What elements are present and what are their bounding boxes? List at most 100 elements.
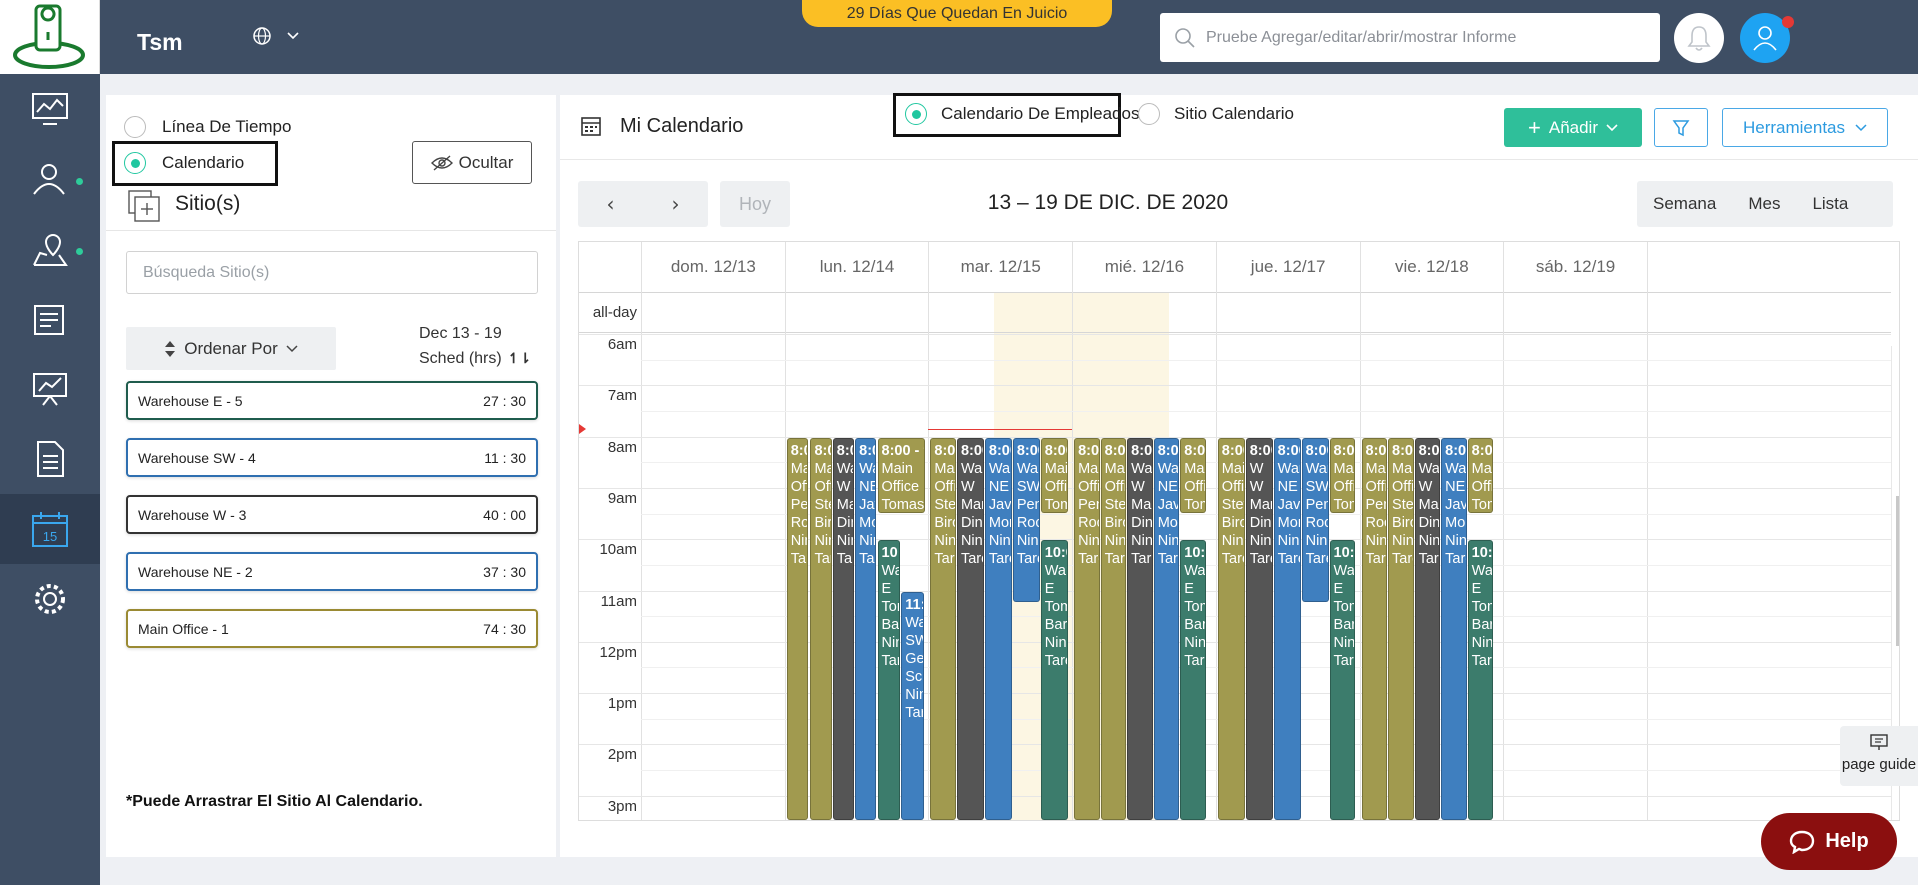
scroll-up-icon[interactable]: ⌃ <box>1897 348 1899 361</box>
view-list-button[interactable]: Lista <box>1796 181 1864 227</box>
event-text: Tom <box>881 599 900 616</box>
calendar-event[interactable]: 8:00WarNEJaviMorNinTare <box>855 437 877 820</box>
calendar-event[interactable]: 8:00MainOfficStevBiroNingTare <box>1100 437 1127 820</box>
calendar-event[interactable]: 8:00WarNEJaviMorNingTare <box>1273 437 1301 820</box>
calendar-event[interactable]: 8:00MainOfficStevBiroNingTare <box>1217 437 1245 820</box>
app-logo[interactable] <box>0 0 100 74</box>
global-search[interactable] <box>1160 13 1660 62</box>
site-card[interactable]: Warehouse W - 3 40 : 00 <box>126 495 538 534</box>
status-dot <box>76 248 83 255</box>
event-text: War <box>881 563 900 580</box>
calendar-event[interactable]: 8:00WarNEJaviMorNingTare <box>984 437 1012 820</box>
event-text: Mar <box>960 496 984 513</box>
filter-button[interactable] <box>1654 108 1708 147</box>
calendar-event[interactable]: 11:0WarSWGerSchNinTare <box>901 591 924 820</box>
calendar-event[interactable]: 8:00MainOfficTomToro <box>1180 437 1206 513</box>
sidebar-item-calendar[interactable]: 15 <box>0 494 100 564</box>
calendar-event[interactable]: 8:00WWMarDineNingTare <box>1245 437 1273 820</box>
calendar-event[interactable]: 10:0WarETomBareNingTare <box>1180 540 1206 820</box>
calendar-event[interactable]: 8:00WarNEJaviMoraNingTare <box>1441 437 1467 820</box>
timeline-radio[interactable] <box>124 116 146 138</box>
calendar-option[interactable]: Calendario <box>124 152 244 174</box>
trial-banner[interactable]: 29 Días Que Quedan En Juicio <box>802 0 1112 27</box>
calendar-event[interactable]: 10:0WarETomBareNingTare <box>1329 540 1356 820</box>
calendar-event[interactable]: 8:00MainOfficPenRocNingTare <box>1074 437 1100 820</box>
calendar-grid: dom. 12/13 lun. 12/14 mar. 12/15 mié. 12/16… <box>578 241 1900 821</box>
calendar-scrollbar[interactable]: ⌃ ⌄ <box>1891 346 1899 820</box>
day-header[interactable]: mar. 12/15 <box>928 242 1072 292</box>
day-header[interactable]: lun. 12/14 <box>784 242 929 292</box>
day-header[interactable]: jue. 12/17 <box>1215 242 1360 292</box>
site-name: Warehouse E - 5 <box>138 392 243 409</box>
sidebar-item-documents[interactable] <box>0 424 100 494</box>
sort-hours-icon[interactable]: ↿⇂ <box>507 350 532 366</box>
calendar-radio[interactable] <box>124 152 146 174</box>
site-calendar-radio[interactable] <box>1138 103 1160 125</box>
add-button[interactable]: + Añadir <box>1504 108 1642 147</box>
event-text: Offic <box>1184 478 1205 495</box>
page-guide-button[interactable]: page guide <box>1840 726 1918 786</box>
day-header[interactable]: mié. 12/16 <box>1072 242 1216 292</box>
event-time: 8:00 <box>1277 442 1300 459</box>
add-site-icon[interactable] <box>128 190 160 222</box>
employee-calendar-radio[interactable] <box>905 103 927 125</box>
sidebar-item-dashboard[interactable] <box>0 74 100 144</box>
notifications-button[interactable] <box>1674 13 1724 63</box>
sidebar-item-users[interactable] <box>0 144 100 214</box>
calendar-event[interactable]: 8:00MainOfficeStevBiroNinTare <box>810 437 832 820</box>
calendar-event[interactable]: 8:00WarWMarDinNinTare <box>832 437 855 820</box>
employee-calendar-option[interactable]: Calendario De Empleados <box>905 103 1139 125</box>
tools-button[interactable]: Herramientas <box>1722 108 1888 147</box>
calendar-event[interactable]: 10:0WarETomBarNinTare <box>877 540 901 820</box>
calendar-label: Calendario <box>162 153 245 172</box>
hide-button[interactable]: Ocultar <box>412 141 532 184</box>
calendar-event[interactable]: 8:00WarNEJaviMorNingTare <box>1153 437 1180 820</box>
sort-button[interactable]: Ordenar Por <box>126 327 336 370</box>
calendar-event[interactable]: 8:00MainOfficPenRocNingTare <box>1361 437 1388 820</box>
site-calendar-option[interactable]: Sitio Calendario <box>1138 103 1294 125</box>
calendar-event[interactable]: 8:00MainOfficStevBiroNingTare <box>1388 437 1414 820</box>
calendar-event[interactable]: 8:00MainOfficTomToro <box>1040 437 1068 513</box>
search-input[interactable] <box>1206 28 1646 47</box>
site-card[interactable]: Main Office - 1 74 : 30 <box>126 609 538 648</box>
event-text: Tare <box>1445 550 1466 567</box>
timeline-option[interactable]: Línea De Tiempo <box>124 116 291 138</box>
calendar-event[interactable]: 8:00MainOfficTomToro <box>1329 437 1356 513</box>
site-search-input[interactable] <box>126 251 538 294</box>
calendar-event[interactable]: 10:0WarETomBareNingTare <box>1040 540 1068 820</box>
day-header[interactable]: sáb. 12/19 <box>1503 242 1647 292</box>
calendar-event[interactable]: 8:00 - 9MainOfficeTomasToro <box>877 437 926 513</box>
calendar-event[interactable]: 8:00WarSWPenRoccNingTare <box>1012 437 1040 603</box>
today-button[interactable]: Hoy <box>720 181 790 227</box>
calendar-event[interactable]: 8:00MainOfficTomToro <box>1467 437 1494 513</box>
prev-button[interactable]: ‹ <box>578 181 643 227</box>
column-divider <box>1646 242 1648 820</box>
day-header[interactable]: dom. 12/13 <box>641 242 785 292</box>
event-text: Tare <box>814 550 830 567</box>
view-week-button[interactable]: Semana <box>1637 181 1732 227</box>
user-avatar[interactable] <box>1740 13 1790 63</box>
sidebar-item-settings[interactable] <box>0 564 100 634</box>
calendar-event[interactable]: 8:00MainOfficeStevBiroNingTare <box>930 437 956 820</box>
view-month-button[interactable]: Mes <box>1732 181 1796 227</box>
sidebar-item-map[interactable] <box>0 214 100 284</box>
language-selector[interactable] <box>252 26 300 46</box>
site-card[interactable]: Warehouse E - 5 27 : 30 <box>126 381 538 420</box>
calendar-event[interactable]: 10:0WarETomBareNingTare <box>1467 540 1494 820</box>
help-button[interactable]: Help <box>1761 813 1897 870</box>
site-card[interactable]: Warehouse NE - 2 37 : 30 <box>126 552 538 591</box>
sidebar-item-reports[interactable] <box>0 284 100 354</box>
event-text: Tare <box>1078 550 1099 567</box>
sidebar-item-analytics[interactable] <box>0 354 100 424</box>
calendar-event[interactable]: 8:00WarSWPenRoccNingTare <box>1301 437 1329 603</box>
scroll-thumb[interactable] <box>1896 496 1899 646</box>
calendar-event[interactable]: 8:00WarWMarDineNingTare <box>1414 437 1441 820</box>
calendar-event[interactable]: 8:00WarWMarDineNingTare <box>1127 437 1153 820</box>
scroll-down-icon[interactable]: ⌄ <box>1897 807 1899 820</box>
calendar-event[interactable]: 8:00MainOfficePenRocNinTare <box>786 437 809 820</box>
next-button[interactable]: › <box>643 181 708 227</box>
calendar-event[interactable]: 8:00WarWMarDineNingTare <box>956 437 984 820</box>
day-header[interactable]: vie. 12/18 <box>1359 242 1504 292</box>
search-icon <box>1175 27 1195 48</box>
site-card[interactable]: Warehouse SW - 4 11 : 30 <box>126 438 538 477</box>
